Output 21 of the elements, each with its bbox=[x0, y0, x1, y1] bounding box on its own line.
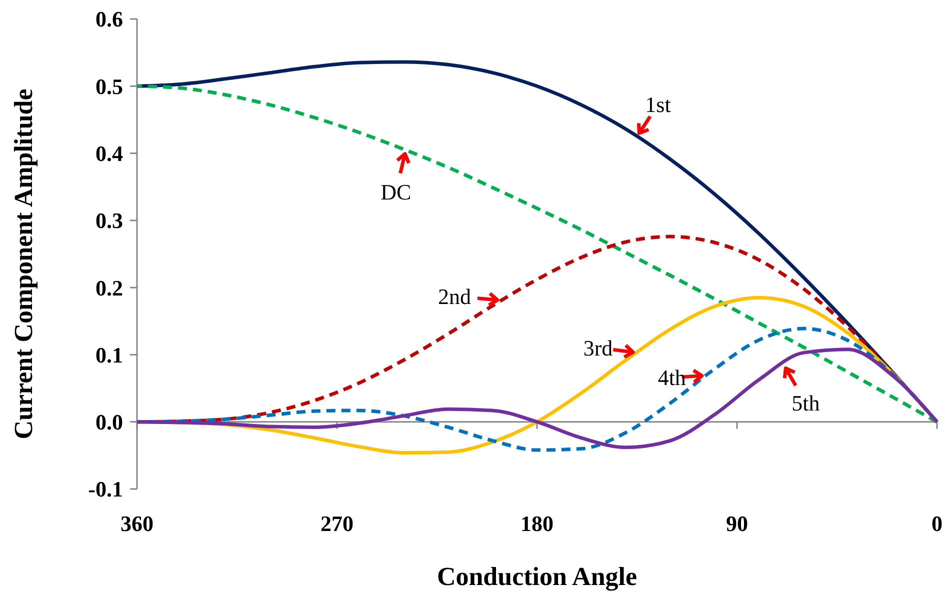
annotation: DC bbox=[380, 180, 412, 205]
x-axis-title: Conduction Angle bbox=[436, 562, 638, 591]
y-tick-label: 0.3 bbox=[96, 208, 123, 234]
y-tick-label: 0.2 bbox=[96, 275, 123, 300]
x-tick-label: 180 bbox=[520, 511, 554, 536]
x-tick-label: 90 bbox=[726, 511, 748, 536]
annotation: 5th bbox=[792, 390, 820, 416]
y-tick-label: 0.0 bbox=[96, 410, 123, 435]
y-tick-label: 0.5 bbox=[96, 74, 123, 99]
annotation: 4th bbox=[658, 365, 686, 390]
x-tick-label: 360 bbox=[120, 511, 154, 536]
y-tick-label: 0.1 bbox=[96, 342, 123, 368]
annotation: 2nd bbox=[438, 284, 471, 310]
x-tick-label: 0 bbox=[932, 511, 942, 536]
y-tick-label: -0.1 bbox=[88, 476, 123, 502]
y-axis-title: Current Component Amplitude bbox=[9, 88, 38, 440]
y-tick-label: 0.4 bbox=[96, 140, 123, 166]
y-tick-label: 0.6 bbox=[96, 6, 123, 32]
annotation: 3rd bbox=[583, 335, 613, 360]
x-tick-label: 270 bbox=[320, 511, 354, 536]
annotation: 1st bbox=[645, 92, 671, 118]
